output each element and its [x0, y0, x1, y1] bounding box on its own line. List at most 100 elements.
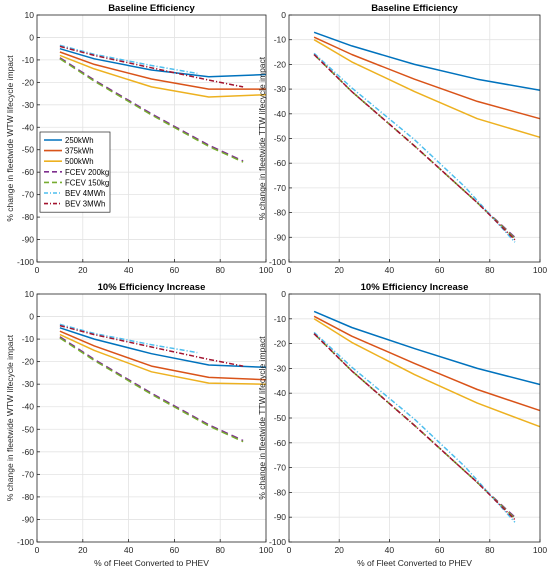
series-line-250kwh [313, 310, 541, 386]
series-group [313, 31, 541, 243]
y-tick-label: -100 [17, 257, 34, 267]
series-line-500kwh [59, 54, 267, 98]
series-line-500kwh [313, 39, 541, 139]
series-line-fcev-150kg [59, 337, 244, 443]
x-tick-label: 20 [334, 265, 344, 275]
series-line-375kwh [313, 315, 541, 412]
y-tick-label: -70 [22, 190, 35, 200]
y-tick-label: -70 [274, 463, 287, 473]
chart-panel-1: 0 20 40 60 80 100100-10-20-30-40-50-60-70-80-… [5, 3, 273, 275]
y-tick-label: -40 [274, 388, 287, 398]
x-tick-label: 60 [170, 265, 180, 275]
legend-label: 250kWh [65, 136, 94, 145]
y-tick-label: -90 [22, 235, 35, 245]
series-line-bev-3mwh [59, 45, 244, 88]
y-tick-label: 10 [25, 289, 35, 299]
series-line-bev-3mwh [313, 333, 516, 521]
x-tick-label: 0 [35, 265, 40, 275]
x-axis-label: % of Fleet Converted to PHEV [94, 558, 209, 568]
legend-label: 375kWh [65, 147, 94, 156]
y-tick-label: -60 [274, 158, 287, 168]
y-tick-label: 10 [25, 10, 35, 20]
series-line-375kwh [59, 51, 266, 90]
y-tick-label: -10 [274, 35, 287, 45]
series-line-bev-3mwh [313, 53, 516, 241]
y-tick-label: -90 [274, 232, 287, 242]
series-group [59, 323, 267, 443]
chart-panel-2: 0 20 40 60 80 100 0 -10 -20 -30 -40 -50 -60 -70 -80 -90… [257, 3, 547, 275]
series-line-fcev-200kg [59, 336, 244, 442]
x-tick-label: 100 [259, 545, 273, 555]
legend-label: 500kWh [65, 157, 94, 166]
y-tick-label: -50 [274, 413, 287, 423]
x-axis-label: % of Fleet Converted to PHEV [357, 558, 472, 568]
series-line-bev-4mwh [59, 44, 198, 75]
legend-label: BEV 4MWh [65, 189, 105, 198]
x-tick-label: 40 [124, 545, 134, 555]
x-tick-label: 40 [124, 265, 134, 275]
y-tick-label: -50 [22, 145, 35, 155]
y-tick-label: -10 [22, 55, 35, 65]
y-tick-label: -30 [22, 379, 35, 389]
series-line-375kwh [313, 36, 541, 120]
x-tick-label: 60 [435, 545, 445, 555]
y-tick-label: -60 [274, 438, 287, 448]
chart-panel-4: 0 20 40 60 80 100 0 -10 -20 -30 -40 -50 -60 -70 -80 -90… [257, 282, 547, 568]
y-tick-label: 0 [281, 289, 286, 299]
y-tick-label: -20 [22, 77, 35, 87]
chart-title: 10% Efficiency Increase [98, 282, 206, 293]
axes-box [36, 293, 267, 543]
axes-box [36, 14, 267, 263]
y-tick-label: 0 [29, 312, 34, 322]
y-tick-label: -80 [274, 208, 287, 218]
series-line-fcev-200kg [59, 57, 244, 162]
y-axis-label: % change in fleetwide WTW lifecycle impa… [5, 55, 15, 222]
series-line-bev-4mwh [59, 323, 198, 354]
y-tick-label: -40 [22, 402, 35, 412]
y-tick-label: -100 [269, 537, 286, 547]
series-line-500kwh [313, 318, 541, 428]
y-tick-label: -40 [274, 109, 287, 119]
y-axis-label: % change in fleetwide TTW lifecycle impa… [257, 336, 267, 500]
x-tick-label: 80 [485, 265, 495, 275]
x-tick-label: 80 [485, 545, 495, 555]
legend-label: FCEV 150kg [65, 178, 109, 187]
y-tick-label: -30 [274, 84, 287, 94]
x-tick-label: 40 [385, 545, 395, 555]
x-tick-label: 40 [385, 265, 395, 275]
series-line-375kwh [59, 330, 267, 381]
legend-box [39, 131, 111, 213]
x-tick-label: 0 [287, 545, 292, 555]
series-line-250kwh [59, 47, 267, 78]
y-tick-label: -10 [22, 334, 35, 344]
series-line-bev-4mwh [313, 331, 516, 523]
y-tick-label: -60 [22, 167, 35, 177]
x-tick-label: 60 [435, 265, 445, 275]
y-tick-label: -70 [22, 469, 35, 479]
y-axis-label: % change in fleetwide TTW lifecycle impa… [257, 56, 267, 220]
y-axis-label: % change in fleetwide WTW lifecycle impa… [5, 334, 15, 501]
y-tick-label: -50 [22, 424, 35, 434]
series-line-250kwh [59, 327, 267, 369]
y-tick-label: -90 [274, 512, 287, 522]
y-tick-label: -60 [22, 447, 35, 457]
series-line-fcev-150kg [59, 58, 244, 163]
chart-panel-3: 0 20 40 60 80 100100-10-20-30-40-50-60-70-80-… [5, 282, 273, 568]
gridlines [36, 14, 267, 263]
x-tick-label: 100 [259, 265, 273, 275]
y-tick-label: -100 [269, 257, 286, 267]
y-tick-label: -80 [274, 487, 287, 497]
y-tick-label: -70 [274, 183, 287, 193]
series-group [59, 44, 267, 163]
x-tick-label: 100 [533, 545, 547, 555]
legend-label: BEV 3MWh [65, 200, 105, 209]
x-tick-label: 20 [78, 545, 88, 555]
series-group [313, 310, 541, 523]
y-tick-label: 0 [281, 10, 286, 20]
chart-title: 10% Efficiency Increase [361, 282, 469, 293]
chart-title: Baseline Efficiency [108, 3, 195, 14]
y-tick-label: -90 [22, 514, 35, 524]
